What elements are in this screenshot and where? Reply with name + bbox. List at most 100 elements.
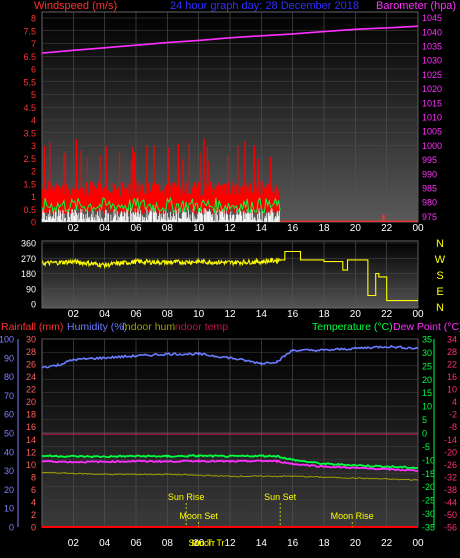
- barometer-tick-label: 1015: [422, 98, 442, 108]
- temperature-tick-label: 35: [422, 335, 432, 345]
- time-tick-label: 14: [256, 538, 268, 549]
- rainfall-tick-label: 2: [31, 510, 36, 520]
- legend-dew-point: Dew Point (°C): [393, 321, 460, 333]
- rainfall-tick-label: 16: [26, 422, 36, 432]
- barometer-tick-label: 980: [422, 198, 437, 208]
- direction-tick-label: 360: [21, 239, 36, 249]
- humidity-tick-label: 30: [4, 466, 14, 476]
- dew-point-tick-label: -2: [449, 410, 457, 420]
- dew-point-tick-label: 10: [447, 385, 457, 395]
- windspeed-tick-label: 5: [31, 90, 36, 100]
- dew-point-tick-label: -20: [444, 447, 457, 457]
- dew-point-tick-label: 4: [452, 397, 457, 407]
- barometer-tick-label: 1035: [422, 42, 442, 52]
- legend-temperature: Temperature (°C): [312, 321, 393, 333]
- temperature-tick-label: -25: [422, 496, 435, 506]
- humidity-tick-label: 10: [4, 504, 14, 514]
- windspeed-tick-label: 3.5: [23, 128, 36, 138]
- wind-direction-line: [41, 250, 418, 302]
- sun-transit-label: Sun Tr: [189, 538, 216, 548]
- humidity-tick-label: 60: [4, 410, 14, 420]
- humidity-tick-label: 100: [0, 335, 14, 345]
- chart-title: 24 hour graph day: 28 December 2018: [170, 0, 359, 12]
- direction-tick-label: 90: [26, 284, 36, 294]
- humidity-line: [41, 344, 419, 369]
- rainfall-tick-label: 22: [26, 385, 36, 395]
- time-tick-label: 12: [224, 538, 236, 549]
- barometer-tick-label: 975: [422, 212, 437, 222]
- time-tick-label: 06: [130, 538, 142, 549]
- windspeed-tick-label: 6: [31, 65, 36, 75]
- time-tick-label: 00: [412, 309, 424, 320]
- barometer-line: [41, 25, 419, 54]
- compass-label: E: [436, 286, 443, 298]
- rainfall-tick-label: 10: [26, 460, 36, 470]
- time-tick-label: 06: [130, 223, 142, 234]
- time-tick-label: 16: [287, 223, 299, 234]
- legend-rainfall: Rainfall (mm): [1, 321, 63, 333]
- windspeed-tick-label: 6.5: [23, 52, 36, 62]
- rainfall-tick-label: 0: [31, 523, 36, 533]
- time-tick-label: 12: [224, 223, 236, 234]
- rainfall-tick-label: 26: [26, 360, 36, 370]
- compass-label: N: [436, 302, 444, 314]
- time-tick-label: 22: [381, 309, 393, 320]
- humidity-tick-label: 70: [4, 391, 14, 401]
- windspeed-tick-label: 7.5: [23, 26, 36, 36]
- temperature-tick-label: 5: [422, 415, 427, 425]
- dew-point-tick-label: -26: [444, 460, 457, 470]
- temperature-tick-label: -10: [422, 455, 435, 465]
- dew-point-tick-label: 16: [447, 372, 457, 382]
- time-tick-label: 10: [193, 538, 205, 549]
- barometer-tick-label: 990: [422, 169, 437, 179]
- time-tick-label: 18: [318, 538, 330, 549]
- dew-point-line: [41, 459, 419, 473]
- windspeed-axis-title: Windspeed (m/s): [34, 0, 117, 12]
- temperature-line: [41, 454, 419, 470]
- time-tick-label: 14: [256, 309, 268, 320]
- time-tick-label: 18: [318, 223, 330, 234]
- legend-indoor-hum: Indoor hum: [122, 321, 175, 333]
- humidity-tick-label: 90: [4, 353, 14, 363]
- legend-humidity: Humidity (%): [67, 321, 127, 333]
- time-tick-label: 18: [318, 309, 330, 320]
- time-tick-label: 08: [162, 309, 174, 320]
- temperature-tick-label: 15: [422, 388, 432, 398]
- barometer-tick-label: 1010: [422, 113, 442, 123]
- direction-tick-label: 180: [21, 269, 36, 279]
- windspeed-tick-label: 0.5: [23, 205, 36, 215]
- barometer-tick-label: 1025: [422, 70, 442, 80]
- temperature-tick-label: -20: [422, 482, 435, 492]
- rainfall-tick-label: 24: [26, 372, 36, 382]
- legend-indoor-temp: Indoor temp: [172, 321, 228, 333]
- barometer-tick-label: 1000: [422, 141, 442, 151]
- time-tick-label: 00: [412, 538, 424, 549]
- temperature-tick-label: 0: [422, 429, 427, 439]
- windspeed-average-line: [41, 196, 281, 215]
- windspeed-tick-label: 7: [31, 39, 36, 49]
- time-tick-label: 04: [99, 538, 111, 549]
- compass-label: W: [435, 254, 446, 266]
- barometer-tick-label: 1005: [422, 127, 442, 137]
- time-tick-label: 02: [68, 309, 80, 320]
- time-tick-label: 02: [68, 223, 80, 234]
- dew-point-tick-label: -8: [449, 422, 457, 432]
- barometer-tick-label: 1020: [422, 84, 442, 94]
- direction-tick-label: 0: [31, 300, 36, 310]
- time-tick-label: 16: [287, 538, 299, 549]
- temperature-tick-label: 20: [422, 375, 432, 385]
- barometer-tick-label: 1030: [422, 56, 442, 66]
- rainfall-tick-label: 18: [26, 410, 36, 420]
- rainfall-tick-label: 8: [31, 472, 36, 482]
- compass-label: S: [436, 270, 443, 282]
- dew-point-tick-label: -14: [444, 435, 457, 445]
- temperature-tick-label: -15: [422, 469, 435, 479]
- time-tick-label: 06: [130, 309, 142, 320]
- time-tick-label: 20: [350, 223, 362, 234]
- temperature-tick-label: 10: [422, 402, 432, 412]
- sun-rise-label: Sun Rise: [168, 492, 205, 502]
- windspeed-tick-label: 4: [31, 116, 36, 126]
- time-tick-label: 10: [193, 309, 205, 320]
